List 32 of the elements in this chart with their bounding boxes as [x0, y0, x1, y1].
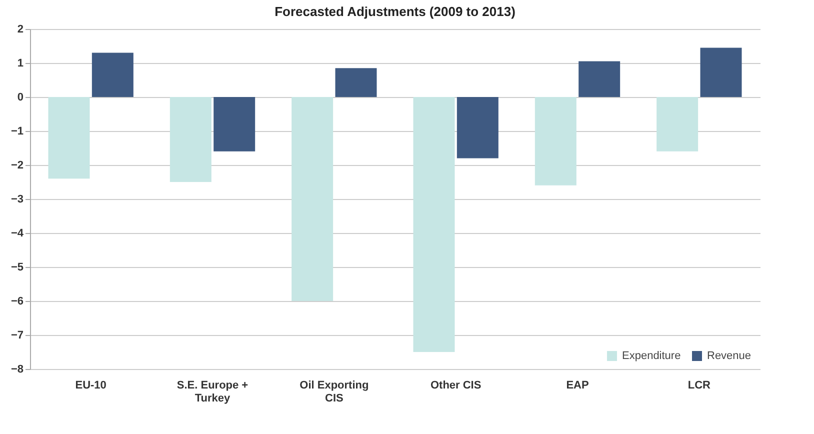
- y-tick-label: −2: [10, 160, 24, 172]
- bar: [656, 97, 698, 152]
- bar: [92, 52, 134, 97]
- bar: [413, 97, 455, 352]
- x-tick-label: Other CIS: [430, 380, 482, 392]
- legend-label: Expenditure: [622, 350, 681, 362]
- bar: [214, 97, 256, 152]
- y-tick-label: 0: [17, 92, 24, 104]
- x-tick-label: EAP: [566, 380, 589, 392]
- bar: [335, 68, 377, 97]
- x-tick-label: S.E. Europe + Turkey: [176, 380, 248, 404]
- bar: [700, 48, 742, 97]
- x-tick-label: Oil Exporting CIS: [300, 380, 369, 404]
- y-tick-label: −4: [10, 228, 24, 240]
- y-tick-label: −8: [10, 364, 24, 376]
- y-tick-label: −5: [10, 262, 24, 274]
- bar: [292, 97, 334, 301]
- y-tick-label: 1: [17, 58, 24, 70]
- y-tick-label: −7: [10, 330, 24, 342]
- bar: [578, 61, 620, 97]
- y-tick-label: −1: [10, 126, 24, 138]
- y-tick-label: 2: [17, 24, 24, 36]
- bar: [48, 97, 90, 179]
- bar: [456, 97, 498, 158]
- bar: [534, 97, 576, 186]
- x-tick-label: LCR: [688, 380, 711, 392]
- y-tick-label: −6: [10, 296, 24, 308]
- legend-label: Revenue: [707, 350, 752, 362]
- chart-title: Forecasted Adjustments (2009 to 2013): [274, 4, 516, 19]
- bar: [170, 97, 212, 182]
- y-tick-label: −3: [10, 194, 24, 206]
- x-tick-label: EU-10: [75, 380, 106, 392]
